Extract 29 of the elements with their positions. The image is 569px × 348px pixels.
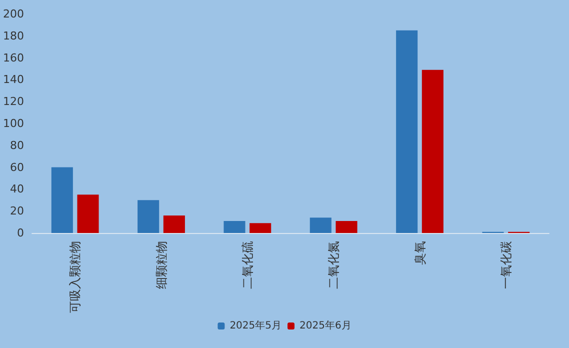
y-tick-label: 180	[3, 29, 24, 42]
bar	[250, 223, 272, 233]
y-tick-label: 20	[10, 204, 24, 218]
bar	[51, 167, 73, 233]
y-tick-label: 40	[10, 182, 24, 196]
bar	[163, 215, 185, 233]
bar	[224, 220, 246, 233]
x-tick-label: 臭氧	[412, 241, 427, 265]
x-tick-label: 细颗粒物	[154, 241, 168, 289]
bar	[310, 218, 332, 233]
bar	[138, 200, 160, 233]
y-tick-label: 100	[3, 117, 24, 130]
y-tick-label: 120	[3, 95, 24, 108]
y-tick-label: 60	[10, 160, 24, 174]
bar	[422, 70, 444, 233]
y-tick-label: 140	[3, 73, 24, 86]
y-tick-label: 200	[3, 8, 24, 20]
y-tick-label: 0	[17, 226, 24, 240]
x-tick-label: 可吸入颗粒物	[68, 241, 82, 313]
bar	[396, 30, 418, 233]
legend-label: 2025年6月	[300, 320, 352, 332]
x-tick-label: 二氧化氮	[326, 241, 341, 289]
x-tick-label: 二氧化硫	[240, 241, 254, 289]
legend-label: 2025年5月	[230, 320, 282, 332]
x-tick-label: 一氧化碳	[498, 241, 513, 289]
bar	[336, 220, 358, 233]
y-tick-label: 160	[3, 51, 24, 64]
y-tick-label: 80	[10, 138, 24, 152]
bar	[77, 194, 99, 233]
